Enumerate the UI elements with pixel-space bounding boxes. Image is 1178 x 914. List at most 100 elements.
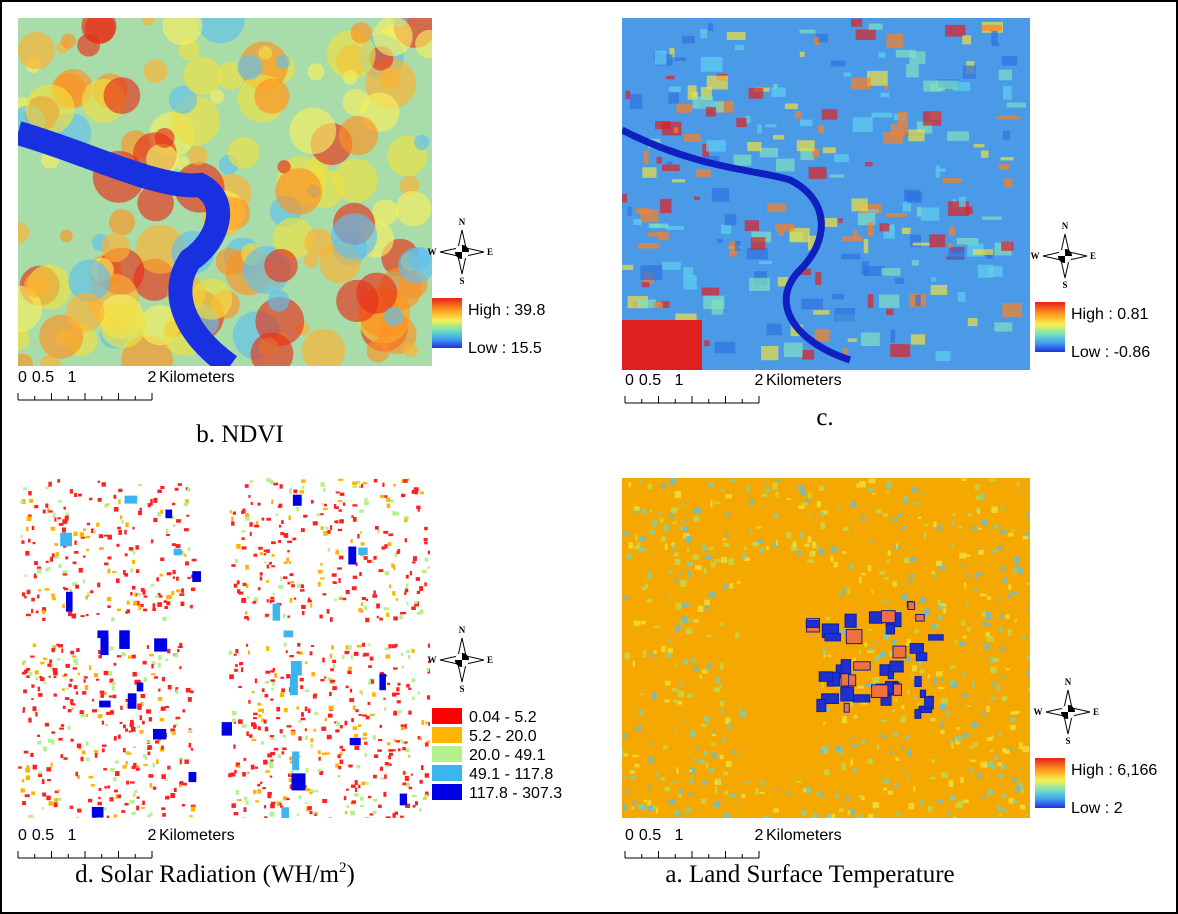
map-patch (633, 800, 635, 806)
building (234, 770, 237, 773)
building (384, 607, 389, 610)
building (151, 673, 156, 675)
building (287, 725, 292, 727)
map-patch (706, 668, 708, 672)
building (165, 510, 172, 519)
map-patch (704, 600, 710, 605)
building (34, 561, 38, 565)
map-patch (622, 320, 702, 370)
map-patch (888, 791, 893, 795)
building (318, 570, 323, 574)
building (330, 525, 332, 530)
building (130, 800, 135, 804)
map-patch (717, 239, 723, 243)
building (80, 532, 84, 537)
map-patch (983, 794, 985, 799)
map-patch (928, 806, 933, 812)
building (182, 804, 185, 807)
building (109, 695, 113, 697)
building (242, 772, 246, 777)
map-blob (24, 273, 49, 298)
map-patch (966, 554, 971, 557)
map-patch (644, 150, 649, 164)
building (332, 660, 336, 663)
map-patch (732, 750, 737, 753)
building (47, 779, 51, 781)
map-patch (904, 190, 920, 201)
map-patch (636, 300, 656, 308)
building (57, 658, 61, 660)
building (99, 701, 110, 708)
map-patch (640, 265, 662, 280)
scale-label: 0 (18, 827, 27, 844)
building (230, 510, 232, 513)
map-patch (742, 794, 746, 798)
map-patch (977, 571, 981, 576)
map-patch (629, 542, 633, 549)
map-patch (675, 814, 681, 816)
map-patch (814, 37, 819, 45)
map-patch (951, 520, 954, 525)
building (338, 479, 343, 481)
building (137, 706, 141, 710)
map-blob (18, 32, 55, 69)
map-patch (776, 788, 778, 790)
map-patch (997, 116, 1019, 119)
building (270, 804, 275, 808)
building (108, 535, 112, 540)
figure: NESW00.512KilometersHigh : 39.8Low : 15.… (0, 0, 1178, 914)
map-patch (977, 547, 980, 550)
building (395, 740, 400, 742)
map-patch (674, 552, 679, 556)
building (280, 677, 283, 679)
building (424, 541, 427, 544)
building (408, 755, 410, 757)
building (273, 668, 275, 671)
map-patch (641, 621, 646, 625)
building (114, 663, 117, 666)
building (264, 550, 266, 552)
map-patch (938, 605, 945, 608)
building (129, 547, 134, 550)
building (367, 560, 371, 563)
map-patch (720, 663, 724, 670)
building (364, 556, 368, 560)
map-blob (415, 30, 444, 59)
map-patch (696, 747, 700, 749)
building (238, 592, 243, 595)
map-patch (1000, 529, 1005, 534)
building (46, 561, 49, 563)
building (42, 610, 45, 614)
building (258, 587, 261, 590)
map-blob (304, 228, 333, 257)
map-patch (773, 135, 784, 140)
building (425, 558, 429, 562)
building (394, 739, 397, 741)
building (137, 593, 140, 596)
scale-label: 0 (625, 372, 634, 389)
compass-label: W (1031, 251, 1040, 261)
legend-swatch (432, 746, 462, 762)
map-blob (81, 9, 116, 44)
map-patch (694, 197, 700, 200)
map-blob (155, 128, 175, 148)
building (133, 551, 135, 555)
map-patch (661, 483, 666, 488)
map-patch (728, 559, 734, 565)
map-patch (967, 627, 971, 632)
map-patch (1010, 725, 1015, 731)
map-blob (258, 46, 272, 60)
building (149, 717, 152, 721)
map-patch (963, 800, 969, 803)
building (387, 683, 390, 685)
map-patch (842, 254, 861, 259)
building (65, 664, 69, 668)
building (113, 777, 117, 781)
map-patch (905, 735, 908, 740)
building (142, 801, 145, 805)
building (98, 797, 100, 799)
map-patch (962, 35, 971, 44)
map-patch (886, 624, 894, 634)
map-patch (654, 302, 663, 308)
building (238, 719, 243, 724)
